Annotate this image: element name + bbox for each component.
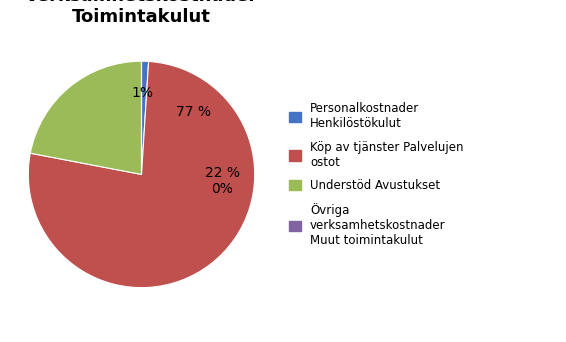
Title: Verksamhetskostnader
Toimintakulut: Verksamhetskostnader Toimintakulut <box>25 0 258 26</box>
Text: 0%: 0% <box>211 182 233 196</box>
Text: 22 %: 22 % <box>205 166 241 180</box>
Wedge shape <box>28 62 255 288</box>
Wedge shape <box>31 61 142 174</box>
Text: 1%: 1% <box>131 86 153 100</box>
Wedge shape <box>142 61 149 174</box>
Legend: Personalkostnader
Henkilöstökulut, Köp av tjänster Palvelujen
ostot, Understöd A: Personalkostnader Henkilöstökulut, Köp a… <box>289 102 464 247</box>
Text: 77 %: 77 % <box>176 105 211 119</box>
